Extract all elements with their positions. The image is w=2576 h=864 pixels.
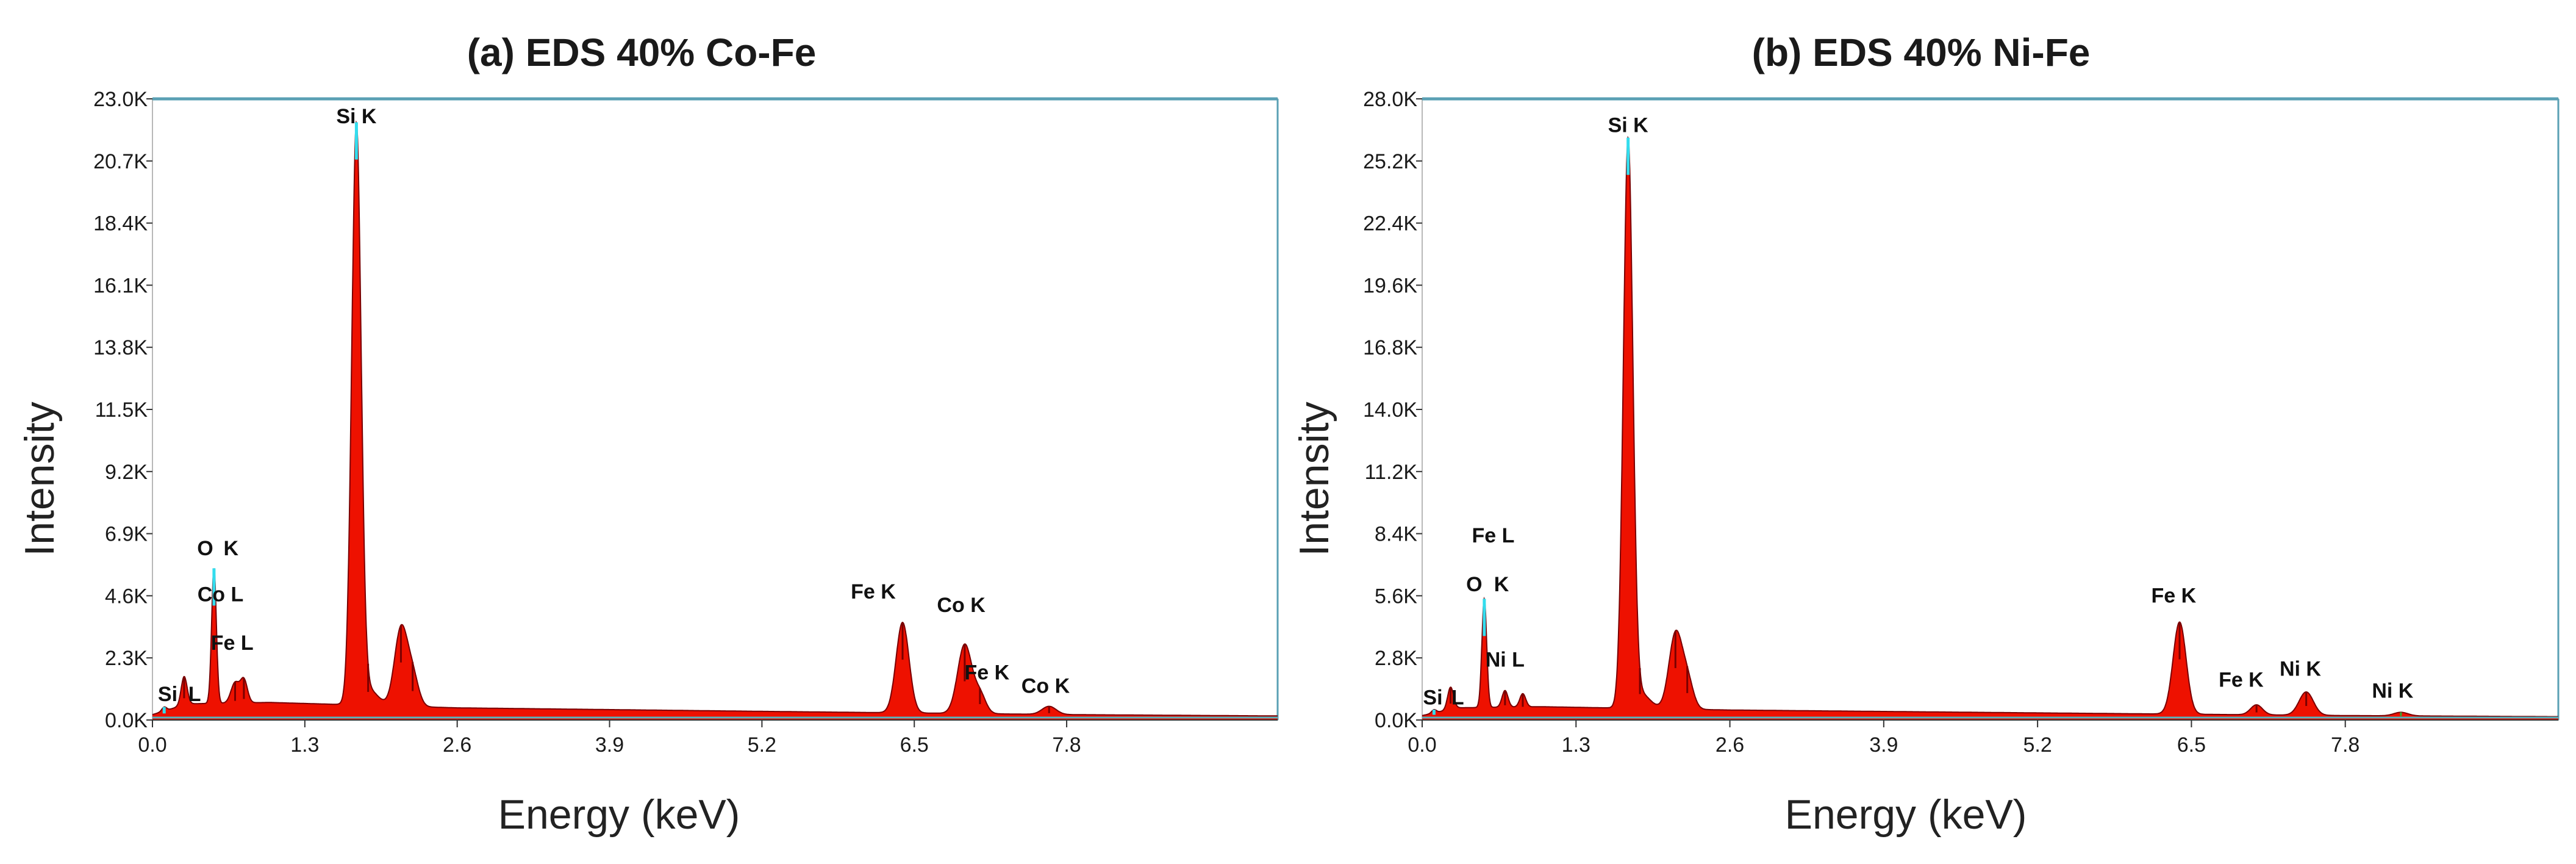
y-tick-label: 2.3K: [105, 647, 148, 670]
y-tick-label: 22.4K: [1363, 212, 1417, 236]
panel-a-x-axis-title: Energy (keV): [498, 791, 740, 838]
y-tick-label: 25.2K: [1363, 150, 1417, 173]
y-tick-label: 14.0K: [1363, 398, 1417, 422]
y-tick-label: 4.6K: [105, 585, 148, 608]
plot-frame: [1422, 98, 2559, 721]
x-tick-label: 0.0: [138, 733, 166, 757]
spectrum-outline: [1422, 135, 2558, 718]
y-tick-label: 16.1K: [93, 274, 148, 297]
x-tick-label: 2.6: [443, 733, 471, 757]
panel-b-plot-area: 0.0 1.3 2.6 3.9 5.2 6.5 7.8 0.0K 2.8K 5.6K 8.4K 11.…: [1363, 88, 2560, 757]
y-tick-label: 11.5K: [95, 398, 148, 422]
y-tick-label: 8.4K: [1375, 523, 1417, 546]
y-tick-label: 18.4K: [93, 212, 148, 236]
y-tick-label: 9.2K: [105, 461, 148, 484]
peak-label: Fe K: [2151, 584, 2196, 607]
peak-label: Co K: [1021, 675, 1070, 698]
peak-label: Si: [1423, 686, 1442, 710]
x-tick-label: 3.9: [1869, 733, 1898, 757]
panel-a-y-axis-title: Intensity: [16, 401, 63, 556]
panel-a-plot-area: 0.0 1.3 2.6 3.9 5.2 6.5 7.8 0.0K 2.3K 4.6K 6.9K 9.2…: [93, 88, 1279, 757]
x-tick-label: 2.6: [1716, 733, 1744, 757]
peak-label: O: [197, 537, 213, 560]
panel-a-co-fe: (a) EDS 40% Co-Fe Intensity Energy (keV)…: [16, 31, 1279, 838]
y-tick-label: 20.7K: [93, 150, 148, 173]
peak-label: Ni L: [1486, 649, 1525, 672]
y-tick-label: 16.8K: [1363, 336, 1417, 359]
peak-label: Ni K: [2280, 657, 2321, 680]
peak-label: Fe K: [2219, 668, 2264, 691]
peak-label: L: [188, 683, 201, 706]
x-tick-label: 3.9: [595, 733, 624, 757]
peak-label: Co L: [198, 583, 244, 606]
x-tick-label: 5.2: [2023, 733, 2052, 757]
peak-label: Co K: [937, 594, 986, 617]
peak-label: Ni K: [2372, 680, 2413, 703]
peak-label: Fe K: [851, 580, 896, 603]
peak-label: Si: [158, 683, 177, 706]
y-tick-label: 23.0K: [93, 88, 148, 111]
y-tick-label: 2.8K: [1375, 647, 1417, 670]
peak-label: Si K: [336, 105, 377, 128]
y-tick-label: 13.8K: [93, 336, 148, 359]
peak-label: L: [1451, 686, 1464, 710]
spectrum-outline: [152, 120, 1278, 717]
x-tick-label: 7.8: [2331, 733, 2360, 757]
peak-label: Fe L: [211, 632, 254, 655]
peak-label: K: [1494, 573, 1509, 596]
x-tick-label: 7.8: [1052, 733, 1081, 757]
y-tick-label: 6.9K: [105, 523, 148, 546]
panel-a-title: (a) EDS 40% Co-Fe: [467, 31, 817, 74]
panel-b-y-axis-title: Intensity: [1291, 401, 1337, 556]
panel-b-ni-fe: (b) EDS 40% Ni-Fe Intensity Energy (keV)…: [1291, 31, 2560, 838]
x-tick-label: 6.5: [900, 733, 929, 757]
panel-b-title: (b) EDS 40% Ni-Fe: [1752, 31, 2091, 74]
peak-label: O: [1466, 573, 1482, 596]
y-tick-label: 0.0K: [105, 709, 148, 732]
x-tick-label: 5.2: [748, 733, 776, 757]
peak-label: Fe K: [965, 661, 1010, 685]
peak-label: K: [223, 537, 238, 560]
y-tick-label: 19.6K: [1363, 274, 1417, 297]
panel-b-x-axis-title: Energy (keV): [1785, 791, 2027, 838]
y-tick-label: 0.0K: [1375, 709, 1417, 732]
plot-frame: [152, 98, 1278, 721]
y-tick-label: 5.6K: [1375, 585, 1417, 608]
x-tick-label: 1.3: [290, 733, 319, 757]
y-tick-label: 28.0K: [1363, 88, 1417, 111]
peak-label: Si K: [1608, 114, 1649, 137]
peak-label: Fe L: [1472, 524, 1514, 547]
x-tick-label: 0.0: [1408, 733, 1436, 757]
y-tick-label: 11.2K: [1365, 461, 1418, 484]
x-tick-label: 1.3: [1562, 733, 1590, 757]
x-tick-label: 6.5: [2177, 733, 2206, 757]
